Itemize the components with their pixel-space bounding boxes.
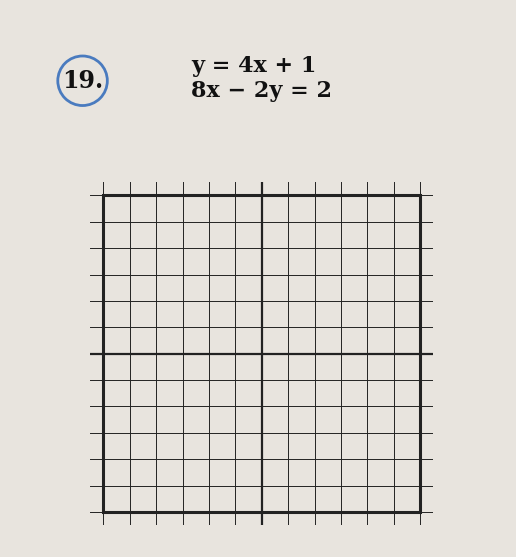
Text: y = 4x + 1: y = 4x + 1	[191, 55, 316, 77]
Text: 19.: 19.	[62, 69, 103, 93]
Text: 8x − 2y = 2: 8x − 2y = 2	[191, 80, 332, 102]
